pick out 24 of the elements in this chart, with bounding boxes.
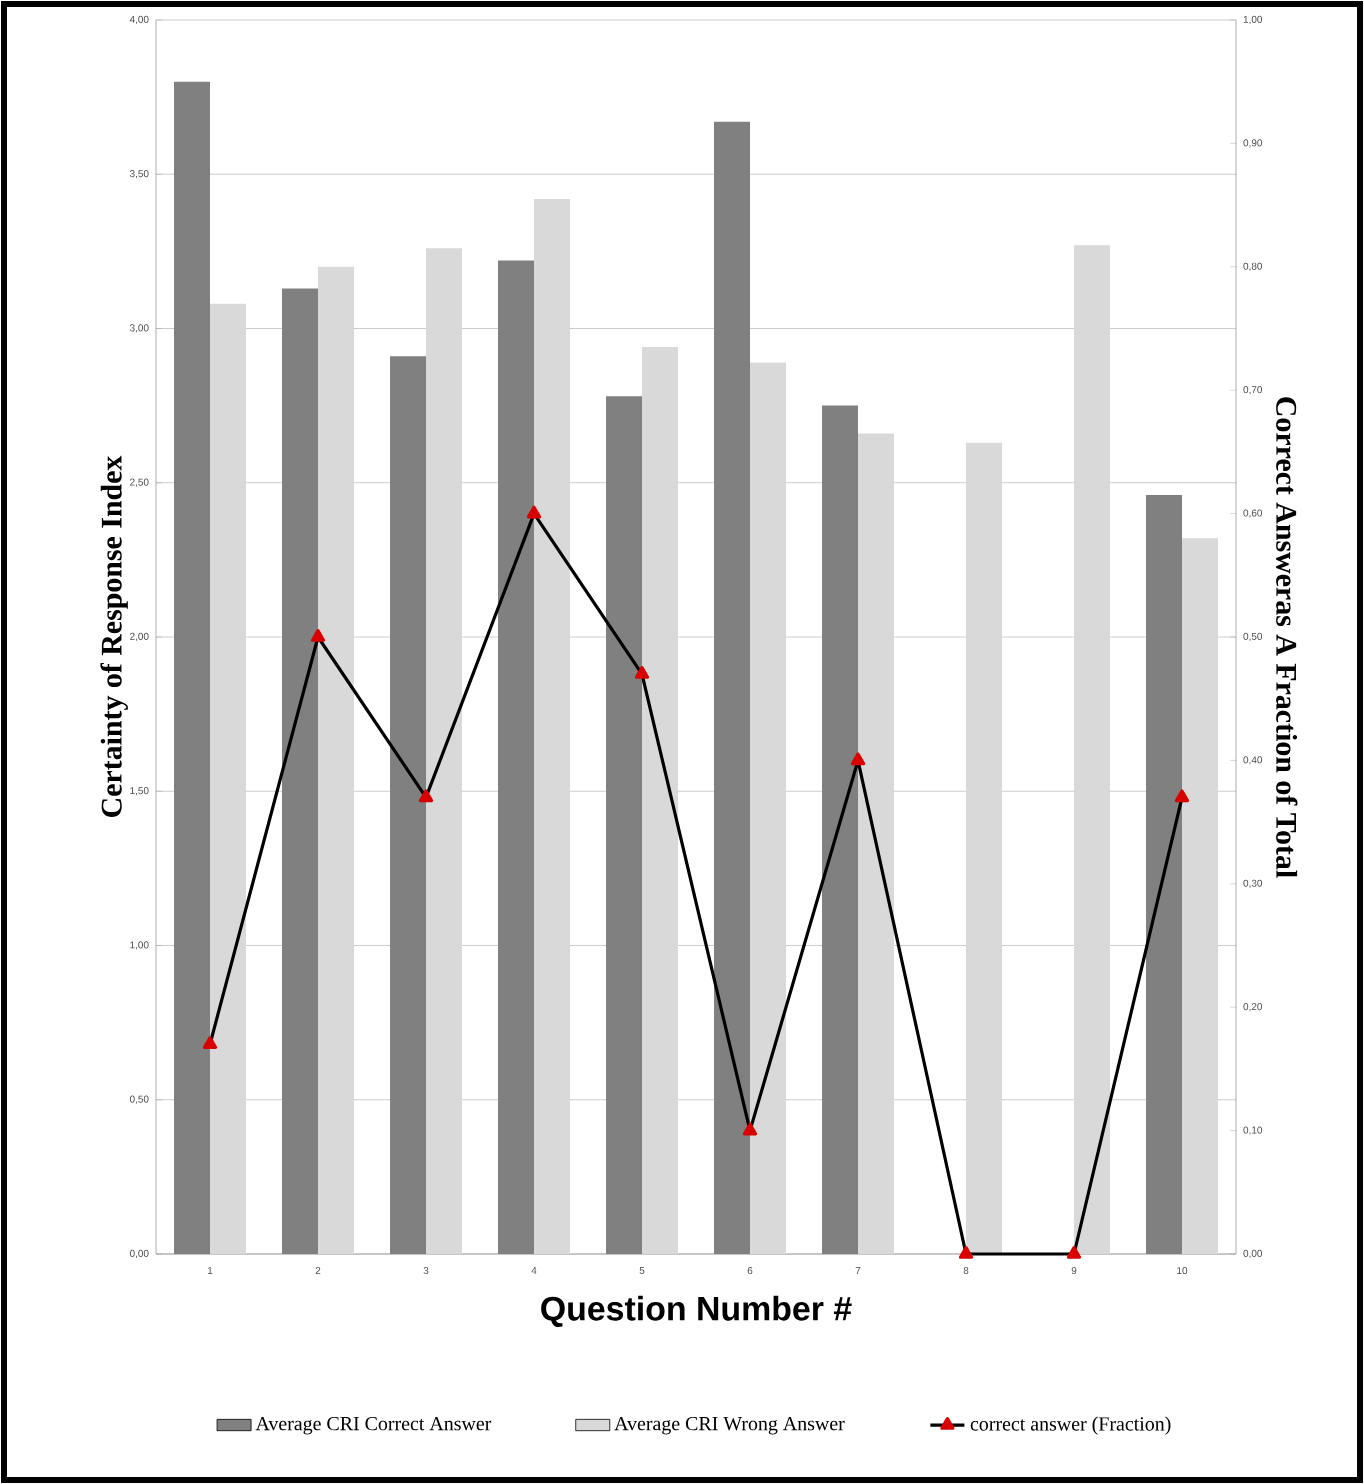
bar — [714, 121, 751, 1254]
bar — [642, 347, 679, 1254]
bar — [750, 362, 787, 1254]
bar — [318, 266, 354, 1254]
bar — [966, 442, 1003, 1254]
bar — [858, 433, 895, 1254]
bar — [210, 303, 246, 1254]
bar — [174, 81, 210, 1254]
bar — [282, 288, 318, 1254]
legend-label: Average CRI Wrong Answer — [614, 1416, 845, 1435]
bar — [1182, 538, 1219, 1254]
x-axis-title: Question Number # — [541, 1295, 852, 1327]
bar — [606, 396, 643, 1254]
y-axis-title: Certainty of Response Index — [100, 455, 128, 817]
bar — [1074, 245, 1111, 1254]
legend-label: correct answer (Fraction) — [970, 1416, 1171, 1435]
bar — [822, 405, 859, 1254]
bar — [426, 248, 463, 1254]
y2-axis-title: Correct Answeras A Fraction of Total — [1276, 397, 1298, 878]
bar — [534, 198, 571, 1254]
bar — [390, 356, 427, 1254]
bar — [498, 260, 535, 1254]
bar — [1146, 495, 1183, 1254]
legend-label: Average CRI Correct Answer — [255, 1416, 492, 1435]
